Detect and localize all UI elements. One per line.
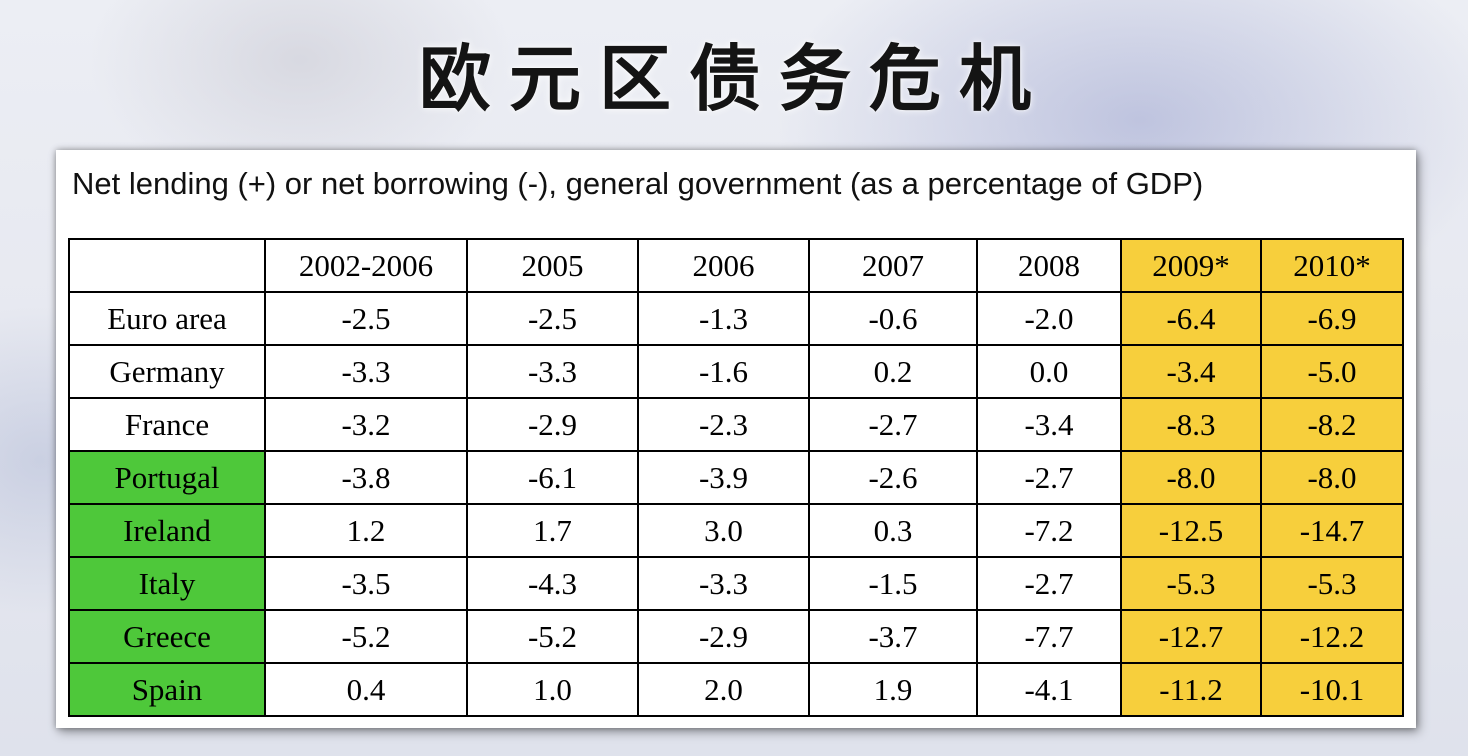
forecast-value-cell: -5.3 (1120, 556, 1262, 611)
value-cell: 0.3 (808, 503, 978, 558)
forecast-value-cell: -8.0 (1120, 450, 1262, 505)
country-cell: France (68, 397, 266, 452)
value-cell: 0.0 (976, 344, 1122, 399)
value-cell: -3.8 (264, 450, 468, 505)
table-panel: Net lending (+) or net borrowing (-), ge… (56, 150, 1416, 728)
forecast-value-cell: -6.9 (1260, 291, 1404, 346)
value-cell: -7.2 (976, 503, 1122, 558)
value-cell: -6.1 (466, 450, 639, 505)
forecast-value-cell: -5.0 (1260, 344, 1404, 399)
table-row: Germany -3.3 -3.3 -1.6 0.2 0.0 -3.4 -5.0 (68, 344, 1404, 399)
value-cell: -4.3 (466, 556, 639, 611)
forecast-value-cell: -12.2 (1260, 609, 1404, 664)
header-cell-2010-forecast: 2010* (1260, 238, 1404, 293)
forecast-value-cell: -12.7 (1120, 609, 1262, 664)
value-cell: 1.0 (466, 662, 639, 717)
value-cell: -3.7 (808, 609, 978, 664)
value-cell: -5.2 (466, 609, 639, 664)
table-row: Ireland 1.2 1.7 3.0 0.3 -7.2 -12.5 -14.7 (68, 503, 1404, 558)
table-caption: Net lending (+) or net borrowing (-), ge… (72, 166, 1204, 201)
forecast-value-cell: -8.3 (1120, 397, 1262, 452)
value-cell: -2.7 (976, 556, 1122, 611)
value-cell: 2.0 (637, 662, 810, 717)
header-cell-2005: 2005 (466, 238, 639, 293)
table-row: Spain 0.4 1.0 2.0 1.9 -4.1 -11.2 -10.1 (68, 662, 1404, 717)
value-cell: -1.5 (808, 556, 978, 611)
value-cell: -2.7 (976, 450, 1122, 505)
country-cell-highlighted: Portugal (68, 450, 266, 505)
table-row: Portugal -3.8 -6.1 -3.9 -2.6 -2.7 -8.0 -… (68, 450, 1404, 505)
value-cell: -3.2 (264, 397, 468, 452)
value-cell: -2.6 (808, 450, 978, 505)
value-cell: -2.3 (637, 397, 810, 452)
value-cell: -4.1 (976, 662, 1122, 717)
table-row: France -3.2 -2.9 -2.3 -2.7 -3.4 -8.3 -8.… (68, 397, 1404, 452)
country-cell-highlighted: Spain (68, 662, 266, 717)
value-cell: -2.5 (264, 291, 468, 346)
forecast-value-cell: -3.4 (1120, 344, 1262, 399)
value-cell: -2.5 (466, 291, 639, 346)
table-row: Italy -3.5 -4.3 -3.3 -1.5 -2.7 -5.3 -5.3 (68, 556, 1404, 611)
header-cell-empty (68, 238, 266, 293)
forecast-value-cell: -5.3 (1260, 556, 1404, 611)
header-row: 2002-2006 2005 2006 2007 2008 2009* 2010… (68, 238, 1404, 293)
value-cell: -3.4 (976, 397, 1122, 452)
value-cell: 1.7 (466, 503, 639, 558)
header-cell-2007: 2007 (808, 238, 978, 293)
value-cell: -1.3 (637, 291, 810, 346)
forecast-value-cell: -11.2 (1120, 662, 1262, 717)
value-cell: 0.2 (808, 344, 978, 399)
value-cell: 0.4 (264, 662, 468, 717)
forecast-value-cell: -12.5 (1120, 503, 1262, 558)
value-cell: 1.9 (808, 662, 978, 717)
value-cell: -2.9 (637, 609, 810, 664)
country-cell: Euro area (68, 291, 266, 346)
value-cell: 3.0 (637, 503, 810, 558)
header-cell-2006: 2006 (637, 238, 810, 293)
country-cell-highlighted: Greece (68, 609, 266, 664)
slide-title: 欧元区债务危机 (418, 36, 1049, 121)
deficit-table: 2002-2006 2005 2006 2007 2008 2009* 2010… (68, 238, 1404, 717)
header-cell-2002-2006: 2002-2006 (264, 238, 468, 293)
value-cell: -2.0 (976, 291, 1122, 346)
forecast-value-cell: -6.4 (1120, 291, 1262, 346)
value-cell: -3.3 (466, 344, 639, 399)
forecast-value-cell: -14.7 (1260, 503, 1404, 558)
forecast-value-cell: -8.0 (1260, 450, 1404, 505)
value-cell: -3.3 (264, 344, 468, 399)
value-cell: -3.3 (637, 556, 810, 611)
country-cell-highlighted: Italy (68, 556, 266, 611)
country-cell-highlighted: Ireland (68, 503, 266, 558)
value-cell: -1.6 (637, 344, 810, 399)
value-cell: -3.5 (264, 556, 468, 611)
value-cell: -2.9 (466, 397, 639, 452)
value-cell: -7.7 (976, 609, 1122, 664)
header-cell-2008: 2008 (976, 238, 1122, 293)
value-cell: -3.9 (637, 450, 810, 505)
country-cell: Germany (68, 344, 266, 399)
forecast-value-cell: -10.1 (1260, 662, 1404, 717)
value-cell: -5.2 (264, 609, 468, 664)
table-row: Greece -5.2 -5.2 -2.9 -3.7 -7.7 -12.7 -1… (68, 609, 1404, 664)
header-cell-2009-forecast: 2009* (1120, 238, 1262, 293)
forecast-value-cell: -8.2 (1260, 397, 1404, 452)
value-cell: -2.7 (808, 397, 978, 452)
table-row: Euro area -2.5 -2.5 -1.3 -0.6 -2.0 -6.4 … (68, 291, 1404, 346)
value-cell: -0.6 (808, 291, 978, 346)
value-cell: 1.2 (264, 503, 468, 558)
